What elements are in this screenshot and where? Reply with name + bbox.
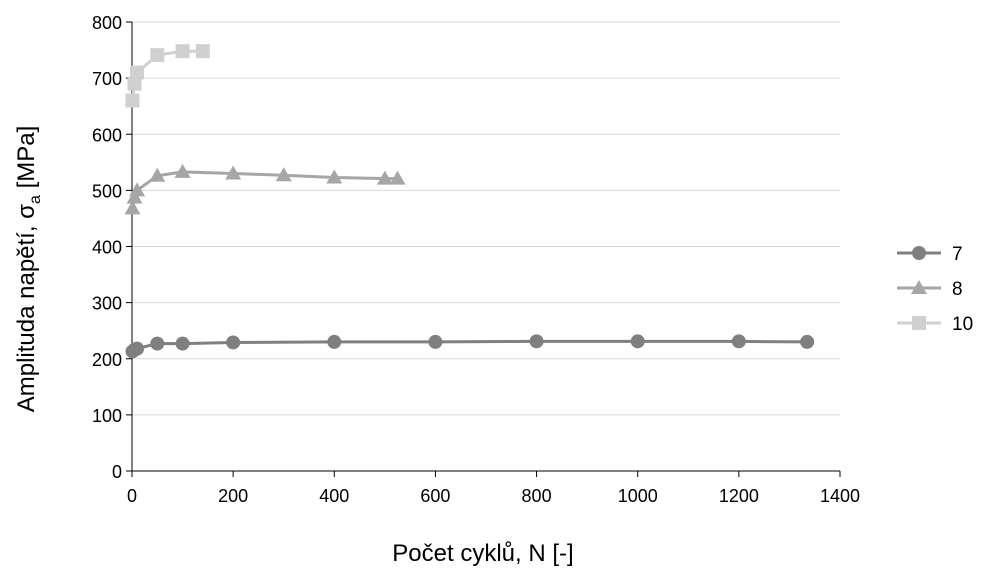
- y-tick-label: 0: [112, 462, 122, 482]
- data-point: [125, 93, 140, 108]
- data-point: [127, 76, 142, 91]
- data-point: [275, 167, 292, 182]
- data-point: [150, 336, 165, 351]
- x-tick-label: 0: [127, 486, 137, 506]
- x-tick-label: 800: [522, 486, 552, 506]
- y-axis-title-unit: [MPa]: [13, 126, 40, 195]
- data-point: [376, 170, 393, 185]
- y-tick-label: 500: [92, 181, 122, 201]
- y-axis-title: Amplituda napětí, σa [MPa]: [13, 126, 44, 413]
- data-point: [630, 334, 645, 349]
- y-tick-label: 800: [92, 13, 122, 33]
- axes: 0 100 200 300 400 500 600 700 800 0 200 400 600 800 10…: [92, 13, 860, 506]
- x-axis-title: Počet cyklů, N [-]: [392, 540, 573, 567]
- data-point: [175, 44, 190, 59]
- x-tick-label: 1400: [820, 486, 860, 506]
- data-point: [174, 163, 191, 178]
- data-point: [226, 335, 241, 350]
- data-point: [195, 44, 210, 59]
- plot-area: [124, 44, 815, 359]
- data-point: [130, 341, 145, 356]
- y-tick-label: 700: [92, 69, 122, 89]
- legend-marker: [911, 280, 927, 294]
- legend-marker: [912, 316, 926, 330]
- data-point: [800, 334, 815, 349]
- legend-item-8: 8: [897, 279, 963, 300]
- series-10: [125, 44, 210, 108]
- data-point: [389, 170, 406, 185]
- data-point: [428, 334, 443, 349]
- legend-marker: [912, 246, 926, 260]
- legend-item-10: 10: [897, 314, 973, 335]
- series-8: [124, 163, 406, 215]
- y-tick-label: 300: [92, 294, 122, 314]
- data-point: [731, 334, 746, 349]
- legend-label: 8: [952, 279, 963, 300]
- data-point: [126, 189, 143, 204]
- data-point: [175, 336, 190, 351]
- y-tick-label: 200: [92, 350, 122, 370]
- data-point: [149, 167, 166, 182]
- legend-item-7: 7: [897, 244, 963, 265]
- y-axis-title-main: Amplituda napětí, σ: [13, 204, 40, 412]
- data-point: [326, 169, 343, 184]
- y-tick-label: 100: [92, 406, 122, 426]
- x-tick-label: 600: [420, 486, 450, 506]
- legend-label: 10: [952, 314, 973, 335]
- y-tick-label: 400: [92, 238, 122, 258]
- data-point: [130, 65, 145, 80]
- x-tick-label: 400: [319, 486, 349, 506]
- data-point: [529, 334, 544, 349]
- data-point: [124, 200, 141, 215]
- legend-label: 7: [952, 244, 963, 265]
- x-tick-label: 1000: [618, 486, 658, 506]
- x-tick-label: 200: [218, 486, 248, 506]
- y-axis-title-subscript: a: [27, 195, 44, 204]
- legend: 7 8 10: [897, 244, 973, 335]
- y-tick-label: 600: [92, 125, 122, 145]
- data-point: [150, 48, 165, 63]
- data-point: [129, 182, 146, 197]
- data-point: [327, 334, 342, 349]
- x-tick-label: 1200: [719, 486, 759, 506]
- gridlines: [132, 21, 840, 416]
- data-point: [225, 165, 242, 180]
- series-7: [125, 334, 815, 359]
